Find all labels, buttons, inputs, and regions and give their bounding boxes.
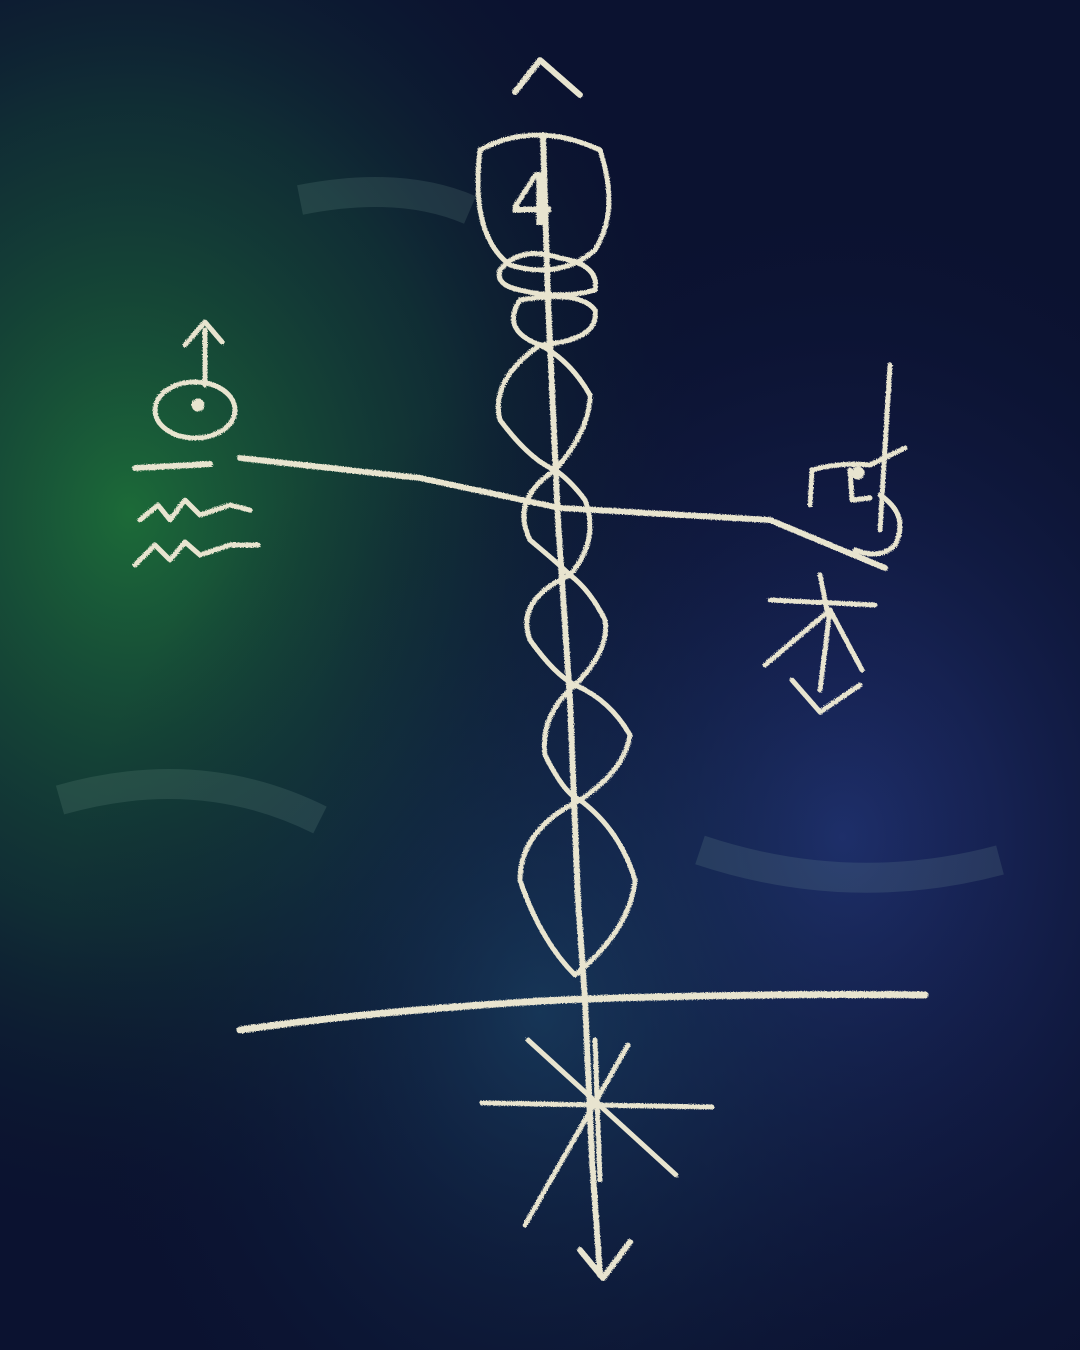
lower-horizontal-line [236, 991, 929, 1034]
top-sigil [475, 132, 612, 298]
central-axis [512, 57, 633, 1281]
chalk-smudges [55, 177, 1004, 893]
right-triangle-sigil [762, 572, 878, 715]
top-sigil-digit: 4 [509, 158, 555, 242]
bottom-star-sigil [479, 1037, 715, 1228]
right-box-sigil [807, 362, 908, 557]
left-zigzag-sigil [132, 497, 261, 568]
left-up-arrow-icon [182, 319, 225, 348]
top-arrow-icon [512, 57, 583, 98]
upper-horizontal-line [132, 455, 888, 571]
bottom-arrow-icon [577, 1239, 633, 1281]
helix-chain [495, 294, 638, 978]
left-circle-sigil [152, 319, 238, 441]
